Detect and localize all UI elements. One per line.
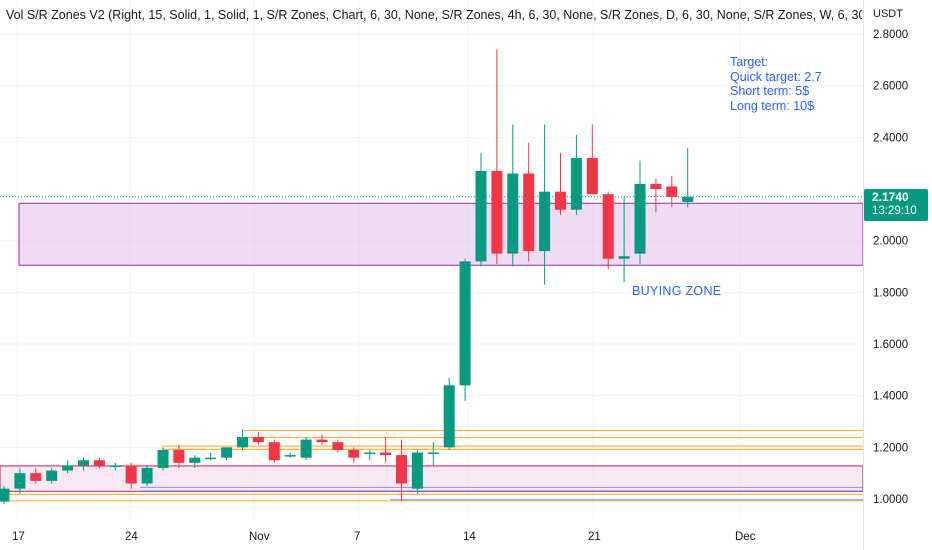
- candle-body: [268, 442, 280, 461]
- candle-body: [443, 385, 455, 448]
- candle-body: [682, 196, 694, 202]
- candle-body: [507, 173, 519, 254]
- price-axis[interactable]: 2.8000 2.6000 2.4000 2.0000 1.8000 1.6000 1.40…: [873, 29, 908, 506]
- last-price-value: 2.1740: [872, 190, 909, 204]
- candle-body: [157, 449, 169, 469]
- candle-body: [205, 457, 217, 460]
- candle-body: [650, 183, 662, 190]
- time-tick-label: 7: [354, 531, 360, 543]
- candle-body: [93, 460, 105, 466]
- price-tick-label: 1.6000: [873, 339, 908, 351]
- time-tick-label: Nov: [249, 531, 270, 543]
- indicator-title[interactable]: Vol S/R Zones V2 (Right, 15, Solid, 1, S…: [6, 8, 862, 22]
- price-tick-label: 2.0000: [873, 236, 908, 248]
- candle-body: [62, 465, 74, 471]
- candle-body: [618, 256, 630, 259]
- candle-body: [189, 457, 201, 463]
- time-axis[interactable]: 17 24 Nov 7 14 21 Dec: [12, 531, 756, 543]
- candle-body: [475, 170, 487, 262]
- candle-body: [491, 170, 503, 254]
- candle-body: [555, 191, 566, 210]
- candle-body: [427, 452, 439, 455]
- candle-body: [78, 460, 89, 466]
- sr-zones: [0, 196, 864, 502]
- candle-body: [332, 442, 344, 450]
- candle-body: [173, 449, 185, 463]
- candle-body: [396, 455, 407, 484]
- candle-body: [364, 452, 376, 455]
- buying-zone-label: BUYING ZONE: [632, 284, 722, 298]
- candle-body: [141, 468, 153, 484]
- last-price-tag: 2.1740 13:29:10: [864, 189, 928, 221]
- bar-countdown: 13:29:10: [872, 205, 917, 217]
- target-line-4: Long term: 10$: [730, 98, 815, 113]
- time-tick-label: 21: [588, 531, 601, 543]
- time-tick-label: Dec: [735, 531, 756, 543]
- candle-body: [570, 158, 582, 210]
- candle-body: [380, 452, 392, 456]
- price-tick-label: 1.2000: [873, 442, 908, 454]
- candle-body: [109, 465, 121, 467]
- price-unit-label: USDT: [873, 8, 903, 20]
- price-tick-label: 2.8000: [873, 29, 908, 41]
- time-tick-label: 24: [125, 531, 138, 543]
- candle-body: [586, 158, 598, 195]
- candle-body: [634, 183, 646, 254]
- candle-body: [125, 465, 137, 484]
- candle-body: [46, 470, 58, 481]
- time-tick-label: 17: [12, 531, 25, 543]
- candle-body: [221, 447, 233, 458]
- buying-zone-box: [18, 202, 864, 266]
- target-line-2: Quick target: 2.7: [730, 69, 822, 84]
- price-tick-label: 2.6000: [873, 81, 908, 93]
- candle-body: [459, 261, 471, 386]
- candle-body: [602, 194, 614, 259]
- candles: [0, 49, 694, 505]
- candle-body: [14, 473, 26, 489]
- price-tick-label: 1.0000: [873, 494, 908, 506]
- price-tick-label: 2.4000: [873, 132, 908, 144]
- candle-body: [300, 439, 312, 458]
- candle-body: [237, 437, 248, 448]
- candle-body: [348, 449, 360, 458]
- candle-body: [523, 173, 535, 252]
- candle-body: [252, 437, 264, 443]
- candle-body: [284, 455, 296, 457]
- candle-body: [30, 473, 42, 481]
- candle-body: [316, 439, 328, 443]
- target-line-3: Short term: 5$: [730, 84, 810, 98]
- price-tick-label: 1.4000: [873, 391, 908, 403]
- candle-body: [666, 186, 678, 197]
- price-tick-label: 1.8000: [873, 287, 908, 299]
- target-line-1: Target:: [730, 55, 769, 69]
- candle-body: [0, 488, 10, 502]
- time-tick-label: 14: [463, 531, 476, 543]
- target-annotation: Target: Quick target: 2.7 Short term: 5$…: [730, 55, 822, 113]
- candle-body: [411, 452, 423, 489]
- candle-body: [539, 191, 551, 252]
